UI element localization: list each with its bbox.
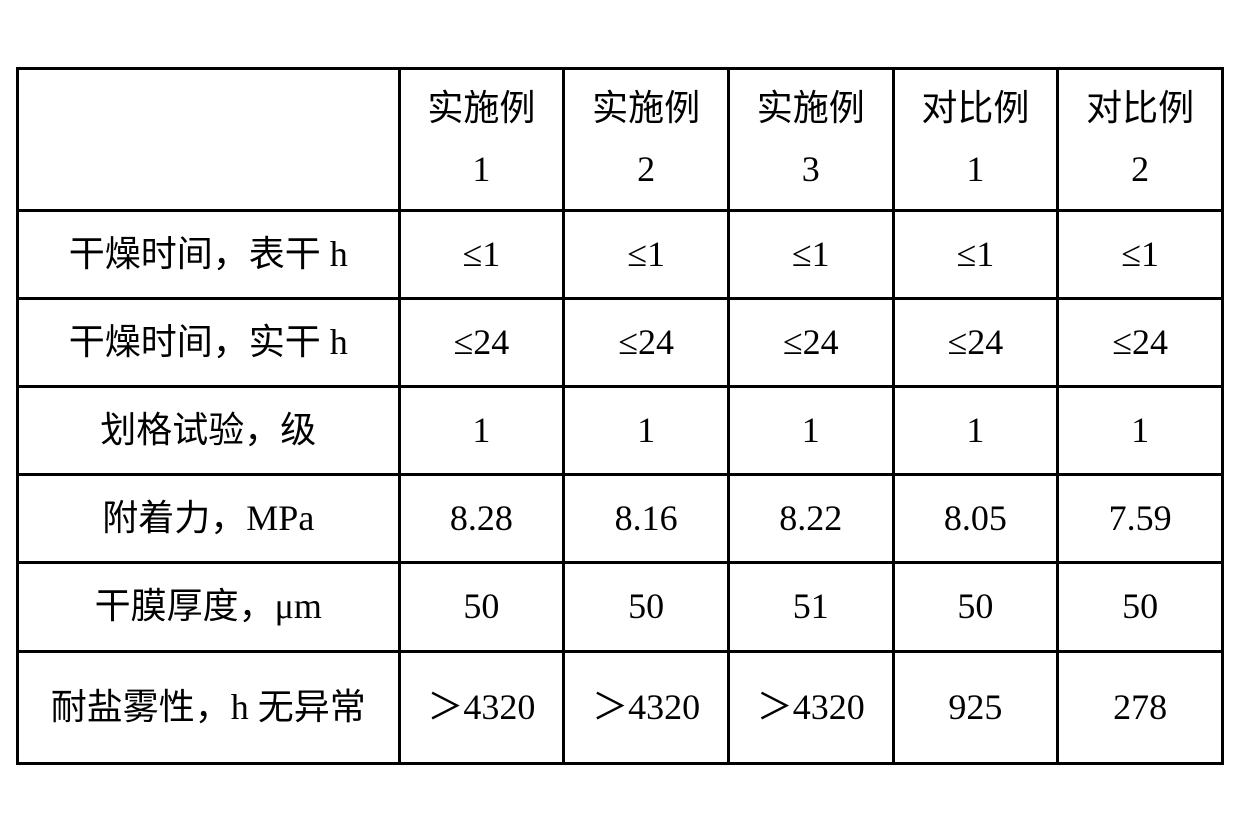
table-cell: 8.28 [399, 475, 564, 563]
table-cell: ≤1 [399, 210, 564, 298]
table-cell: ≤1 [1058, 210, 1223, 298]
table-cell: ≤1 [564, 210, 729, 298]
table-row: 干燥时间，实干 h ≤24 ≤24 ≤24 ≤24 ≤24 [18, 298, 1223, 386]
header-col-5-bottom: 2 [1063, 139, 1217, 200]
header-col-3-top: 实施例 [734, 78, 888, 139]
header-col-1: 实施例 1 [399, 69, 564, 210]
table-cell: 50 [399, 563, 564, 651]
table-cell: 278 [1058, 651, 1223, 763]
row-label: 耐盐雾性，h 无异常 [18, 651, 400, 763]
table-cell: 1 [1058, 387, 1223, 475]
table-body: 干燥时间，表干 h ≤1 ≤1 ≤1 ≤1 ≤1 干燥时间，实干 h ≤24 ≤… [18, 210, 1223, 763]
table-row: 干燥时间，表干 h ≤1 ≤1 ≤1 ≤1 ≤1 [18, 210, 1223, 298]
row-label: 划格试验，级 [18, 387, 400, 475]
header-col-4-bottom: 1 [899, 139, 1053, 200]
table-cell: ≤24 [893, 298, 1058, 386]
header-col-2: 实施例 2 [564, 69, 729, 210]
data-table: 实施例 1 实施例 2 实施例 3 对比例 1 对比例 2 [16, 67, 1224, 765]
table-row: 耐盐雾性，h 无异常 ＞4320 ＞4320 ＞4320 925 278 [18, 651, 1223, 763]
table-row: 干膜厚度，μm 50 50 51 50 50 [18, 563, 1223, 651]
header-col-2-bottom: 2 [569, 139, 723, 200]
table-cell: 925 [893, 651, 1058, 763]
header-empty [18, 69, 400, 210]
table-cell: 1 [399, 387, 564, 475]
table-cell: 8.16 [564, 475, 729, 563]
table-cell: ≤1 [893, 210, 1058, 298]
header-col-1-bottom: 1 [405, 139, 559, 200]
table-cell: 51 [728, 563, 893, 651]
table-cell: ＞4320 [728, 651, 893, 763]
table-cell: ≤1 [728, 210, 893, 298]
header-col-2-top: 实施例 [569, 78, 723, 139]
table-cell: 50 [893, 563, 1058, 651]
table-cell: ≤24 [1058, 298, 1223, 386]
header-col-4: 对比例 1 [893, 69, 1058, 210]
table-cell: 1 [564, 387, 729, 475]
header-col-5: 对比例 2 [1058, 69, 1223, 210]
table-cell: 50 [564, 563, 729, 651]
header-col-5-top: 对比例 [1063, 78, 1217, 139]
table-cell: 1 [893, 387, 1058, 475]
table-cell: 8.22 [728, 475, 893, 563]
table-cell: 8.05 [893, 475, 1058, 563]
table-cell: ≤24 [564, 298, 729, 386]
table-cell: ＞4320 [564, 651, 729, 763]
row-label: 干燥时间，实干 h [18, 298, 400, 386]
data-table-wrapper: 实施例 1 实施例 2 实施例 3 对比例 1 对比例 2 [16, 67, 1224, 765]
table-header: 实施例 1 实施例 2 实施例 3 对比例 1 对比例 2 [18, 69, 1223, 210]
table-cell: 7.59 [1058, 475, 1223, 563]
row-label: 干燥时间，表干 h [18, 210, 400, 298]
header-col-3: 实施例 3 [728, 69, 893, 210]
table-cell: 50 [1058, 563, 1223, 651]
header-col-3-bottom: 3 [734, 139, 888, 200]
table-cell: ＞4320 [399, 651, 564, 763]
table-header-row: 实施例 1 实施例 2 实施例 3 对比例 1 对比例 2 [18, 69, 1223, 210]
header-col-1-top: 实施例 [405, 78, 559, 139]
row-label: 干膜厚度，μm [18, 563, 400, 651]
table-cell: ≤24 [728, 298, 893, 386]
table-cell: 1 [728, 387, 893, 475]
header-col-4-top: 对比例 [899, 78, 1053, 139]
table-cell: ≤24 [399, 298, 564, 386]
row-label: 附着力，MPa [18, 475, 400, 563]
table-row: 划格试验，级 1 1 1 1 1 [18, 387, 1223, 475]
table-row: 附着力，MPa 8.28 8.16 8.22 8.05 7.59 [18, 475, 1223, 563]
